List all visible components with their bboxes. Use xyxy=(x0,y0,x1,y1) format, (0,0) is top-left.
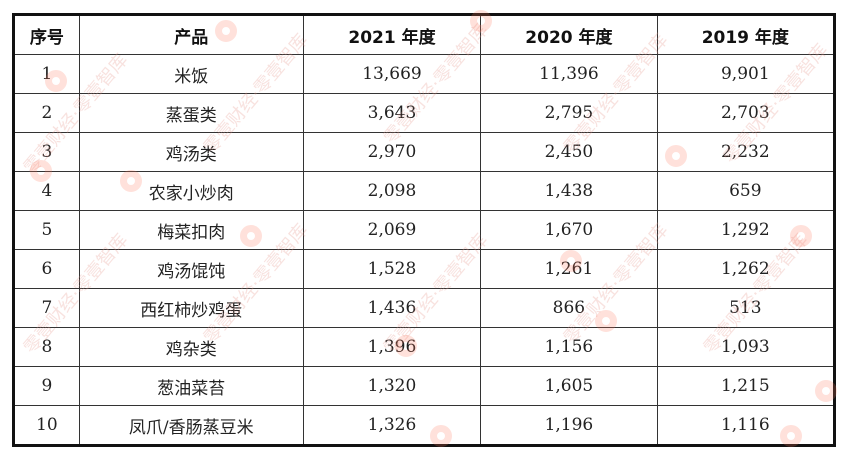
cell-value-2019: 2,232 xyxy=(656,132,836,172)
cell-index: 4 xyxy=(13,171,80,211)
cell-value-2021: 1,436 xyxy=(302,288,482,328)
cell-value-2021: 1,320 xyxy=(302,366,482,406)
header-row: 序号 产品 2021 年度 2020 年度 2019 年度 xyxy=(13,14,836,55)
cell-value-2020: 1,605 xyxy=(480,366,658,406)
cell-value-2020: 1,156 xyxy=(480,327,658,367)
cell-index: 2 xyxy=(13,93,80,133)
cell-value-2019: 1,116 xyxy=(656,405,836,446)
cell-product: 农家小炒肉 xyxy=(78,171,304,211)
cell-value-2019: 1,093 xyxy=(656,327,836,367)
cell-value-2021: 2,098 xyxy=(302,171,482,211)
cell-value-2021: 1,326 xyxy=(302,405,482,446)
table-row: 8 鸡杂类 1,396 1,156 1,093 xyxy=(13,327,836,367)
cell-value-2019: 9,901 xyxy=(656,54,836,94)
cell-value-2020: 2,450 xyxy=(480,132,658,172)
cell-value-2019: 1,262 xyxy=(656,249,836,289)
cell-product: 鸡杂类 xyxy=(78,327,304,367)
cell-product: 鸡汤类 xyxy=(78,132,304,172)
table-row: 3 鸡汤类 2,970 2,450 2,232 xyxy=(13,132,836,172)
header-index: 序号 xyxy=(13,14,80,55)
cell-value-2020: 11,396 xyxy=(480,54,658,94)
cell-index: 10 xyxy=(13,405,80,446)
cell-product: 凤爪/香肠蒸豆米 xyxy=(78,405,304,446)
cell-value-2020: 1,670 xyxy=(480,210,658,250)
cell-product: 梅菜扣肉 xyxy=(78,210,304,250)
data-table: 序号 产品 2021 年度 2020 年度 2019 年度 1 米饭 13,669 1… xyxy=(12,13,836,447)
cell-index: 7 xyxy=(13,288,80,328)
cell-index: 5 xyxy=(13,210,80,250)
cell-value-2019: 513 xyxy=(656,288,836,328)
table-row: 4 农家小炒肉 2,098 1,438 659 xyxy=(13,171,836,211)
cell-product: 鸡汤馄饨 xyxy=(78,249,304,289)
table-row: 1 米饭 13,669 11,396 9,901 xyxy=(13,54,836,94)
cell-value-2021: 13,669 xyxy=(302,54,482,94)
header-2020: 2020 年度 xyxy=(480,14,658,55)
header-product: 产品 xyxy=(78,14,304,55)
table-row: 6 鸡汤馄饨 1,528 1,261 1,262 xyxy=(13,249,836,289)
table-row: 2 蒸蛋类 3,643 2,795 2,703 xyxy=(13,93,836,133)
header-2021: 2021 年度 xyxy=(302,14,482,55)
table-row: 10 凤爪/香肠蒸豆米 1,326 1,196 1,116 xyxy=(13,405,836,446)
cell-value-2020: 1,261 xyxy=(480,249,658,289)
cell-value-2020: 2,795 xyxy=(480,93,658,133)
cell-product: 西红柿炒鸡蛋 xyxy=(78,288,304,328)
cell-value-2021: 1,528 xyxy=(302,249,482,289)
cell-value-2020: 1,196 xyxy=(480,405,658,446)
table-row: 9 葱油菜苔 1,320 1,605 1,215 xyxy=(13,366,836,406)
cell-value-2020: 1,438 xyxy=(480,171,658,211)
cell-product: 蒸蛋类 xyxy=(78,93,304,133)
cell-value-2019: 1,292 xyxy=(656,210,836,250)
cell-value-2021: 1,396 xyxy=(302,327,482,367)
cell-value-2020: 866 xyxy=(480,288,658,328)
cell-value-2019: 659 xyxy=(656,171,836,211)
cell-index: 1 xyxy=(13,54,80,94)
table-row: 7 西红柿炒鸡蛋 1,436 866 513 xyxy=(13,288,836,328)
cell-value-2021: 3,643 xyxy=(302,93,482,133)
cell-value-2019: 2,703 xyxy=(656,93,836,133)
cell-value-2021: 2,970 xyxy=(302,132,482,172)
cell-product: 葱油菜苔 xyxy=(78,366,304,406)
cell-value-2019: 1,215 xyxy=(656,366,836,406)
cell-index: 6 xyxy=(13,249,80,289)
cell-index: 3 xyxy=(13,132,80,172)
cell-index: 8 xyxy=(13,327,80,367)
header-2019: 2019 年度 xyxy=(656,14,836,55)
cell-value-2021: 2,069 xyxy=(302,210,482,250)
cell-product: 米饭 xyxy=(78,54,304,94)
table-row: 5 梅菜扣肉 2,069 1,670 1,292 xyxy=(13,210,836,250)
cell-index: 9 xyxy=(13,366,80,406)
